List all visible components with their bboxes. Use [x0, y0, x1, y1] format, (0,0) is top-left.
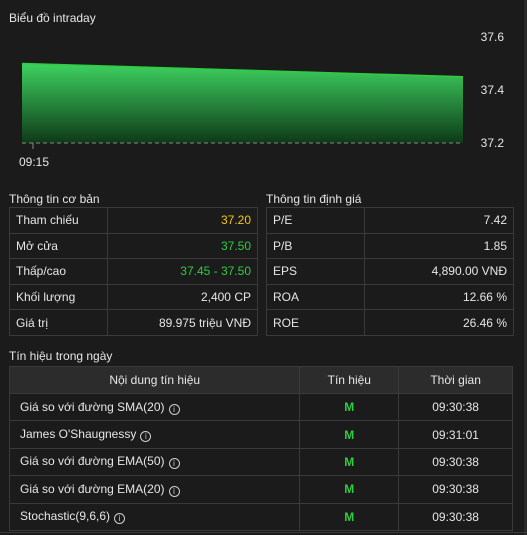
valuation-info-label: ROE: [266, 309, 365, 336]
valuation-info-table: P/E 7.42 P/B 1.85 EPS 4,890.00 VNĐ ROA 12.66 % R…: [266, 207, 514, 336]
signal-value: M: [299, 420, 400, 449]
valuation-info-row: ROE 26.46 %: [266, 309, 514, 336]
signal-row: Giá so với đường SMA(20) i M 09:30:38: [8, 392, 513, 422]
basic-info-value: 37.45 - 37.50: [106, 258, 259, 285]
basic-info-title: Thông tin cơ bản: [9, 192, 100, 206]
signal-value: M: [299, 502, 400, 531]
header-time: Thời gian: [398, 366, 513, 394]
basic-info-table: Tham chiếu 37.20 Mở cửa 37.50 Thấp/cao 37.45 …: [9, 207, 259, 336]
valuation-info-row: EPS 4,890.00 VNĐ: [266, 258, 514, 285]
valuation-info-label: P/B: [266, 232, 365, 260]
basic-info-label: Tham chiếu: [9, 207, 108, 234]
valuation-info-label: ROA: [266, 283, 365, 311]
signal-name: Stochastic(9,6,6): [20, 509, 111, 524]
signal-name: James O'Shaugnessy: [20, 427, 137, 442]
valuation-info-row: P/B 1.85: [266, 232, 514, 260]
basic-info-row: Khối lượng 2,400 CP: [9, 283, 259, 311]
valuation-info-value: 12.66 %: [363, 283, 514, 311]
signals-title: Tín hiệu trong ngày: [9, 349, 113, 363]
basic-info-label: Thấp/cao: [9, 258, 108, 285]
y-tick-label: 37.4: [481, 83, 505, 97]
info-icon[interactable]: i: [168, 403, 180, 415]
valuation-info-value: 1.85: [363, 232, 514, 260]
signals-header-row: Nội dung tín hiệu Tín hiệu Thời gian: [8, 366, 513, 394]
intraday-chart: 37.6 37.4 37.2 09:15: [19, 30, 505, 169]
signal-name: Giá so với đường EMA(20): [20, 481, 165, 496]
valuation-info-value: 7.42: [363, 207, 514, 234]
basic-info-row: Thấp/cao 37.45 - 37.50: [9, 258, 259, 285]
signal-row: James O'Shaugnessy i M 09:31:01: [8, 420, 513, 449]
valuation-info-label: P/E: [266, 207, 365, 234]
valuation-info-value: 4,890.00 VNĐ: [363, 258, 514, 285]
info-icon[interactable]: i: [168, 485, 180, 497]
signal-name-cell: Giá so với đường SMA(20) i: [8, 392, 301, 422]
signal-time: 09:30:38: [398, 447, 513, 477]
signal-row: Giá so với đường EMA(20) i M 09:30:38: [8, 475, 513, 504]
signal-name-cell: James O'Shaugnessy i: [8, 420, 301, 449]
basic-info-label: Giá trị: [9, 309, 108, 336]
signal-time: 09:30:38: [398, 475, 513, 504]
y-tick-label: 37.2: [481, 136, 505, 150]
signal-name-cell: Giá so với đường EMA(50) i: [8, 447, 301, 477]
basic-info-value: 37.20: [106, 207, 259, 234]
x-tick-label: 09:15: [19, 155, 49, 169]
valuation-info-label: EPS: [266, 258, 365, 285]
y-tick-label: 37.6: [481, 30, 505, 44]
basic-info-label: Mở cửa: [9, 232, 108, 260]
basic-info-row: Mở cửa 37.50: [9, 232, 259, 260]
basic-info-row: Giá trị 89.975 triệu VNĐ: [9, 309, 259, 336]
basic-info-value: 37.50: [106, 232, 259, 260]
signal-value: M: [299, 475, 400, 504]
signal-row: Giá so với đường EMA(50) i M 09:30:38: [8, 447, 513, 477]
signal-row: Stochastic(9,6,6) i M 09:30:38: [8, 502, 513, 531]
price-area: [22, 63, 463, 143]
info-icon[interactable]: i: [168, 458, 180, 470]
header-signal: Tín hiệu: [299, 366, 400, 394]
basic-info-value: 89.975 triệu VNĐ: [106, 309, 259, 336]
valuation-info-row: P/E 7.42: [266, 207, 514, 234]
signal-time: 09:31:01: [398, 420, 513, 449]
info-icon[interactable]: i: [140, 431, 152, 443]
signal-value: M: [299, 447, 400, 477]
valuation-info-value: 26.46 %: [363, 309, 514, 336]
valuation-info-title: Thông tin định giá: [266, 192, 362, 206]
signal-name: Giá so với đường SMA(20): [20, 399, 165, 414]
price-line: [21, 62, 464, 78]
signal-name-cell: Stochastic(9,6,6) i: [8, 502, 301, 531]
signals-table: Nội dung tín hiệu Tín hiệu Thời gian Giá…: [8, 366, 513, 531]
right-edge: [524, 0, 527, 535]
signal-time: 09:30:38: [398, 502, 513, 531]
signal-name: Giá so với đường EMA(50): [20, 454, 165, 469]
signal-time: 09:30:38: [398, 392, 513, 422]
signal-name-cell: Giá so với đường EMA(20) i: [8, 475, 301, 504]
basic-info-value: 2,400 CP: [106, 283, 259, 311]
basic-info-row: Tham chiếu 37.20: [9, 207, 259, 234]
valuation-info-row: ROA 12.66 %: [266, 283, 514, 311]
signal-value: M: [299, 392, 400, 422]
info-icon[interactable]: i: [114, 513, 126, 525]
header-content: Nội dung tín hiệu: [8, 366, 301, 394]
bottom-divider: [0, 532, 527, 533]
chart-title: Biểu đồ intraday: [9, 11, 96, 25]
basic-info-label: Khối lượng: [9, 283, 108, 311]
